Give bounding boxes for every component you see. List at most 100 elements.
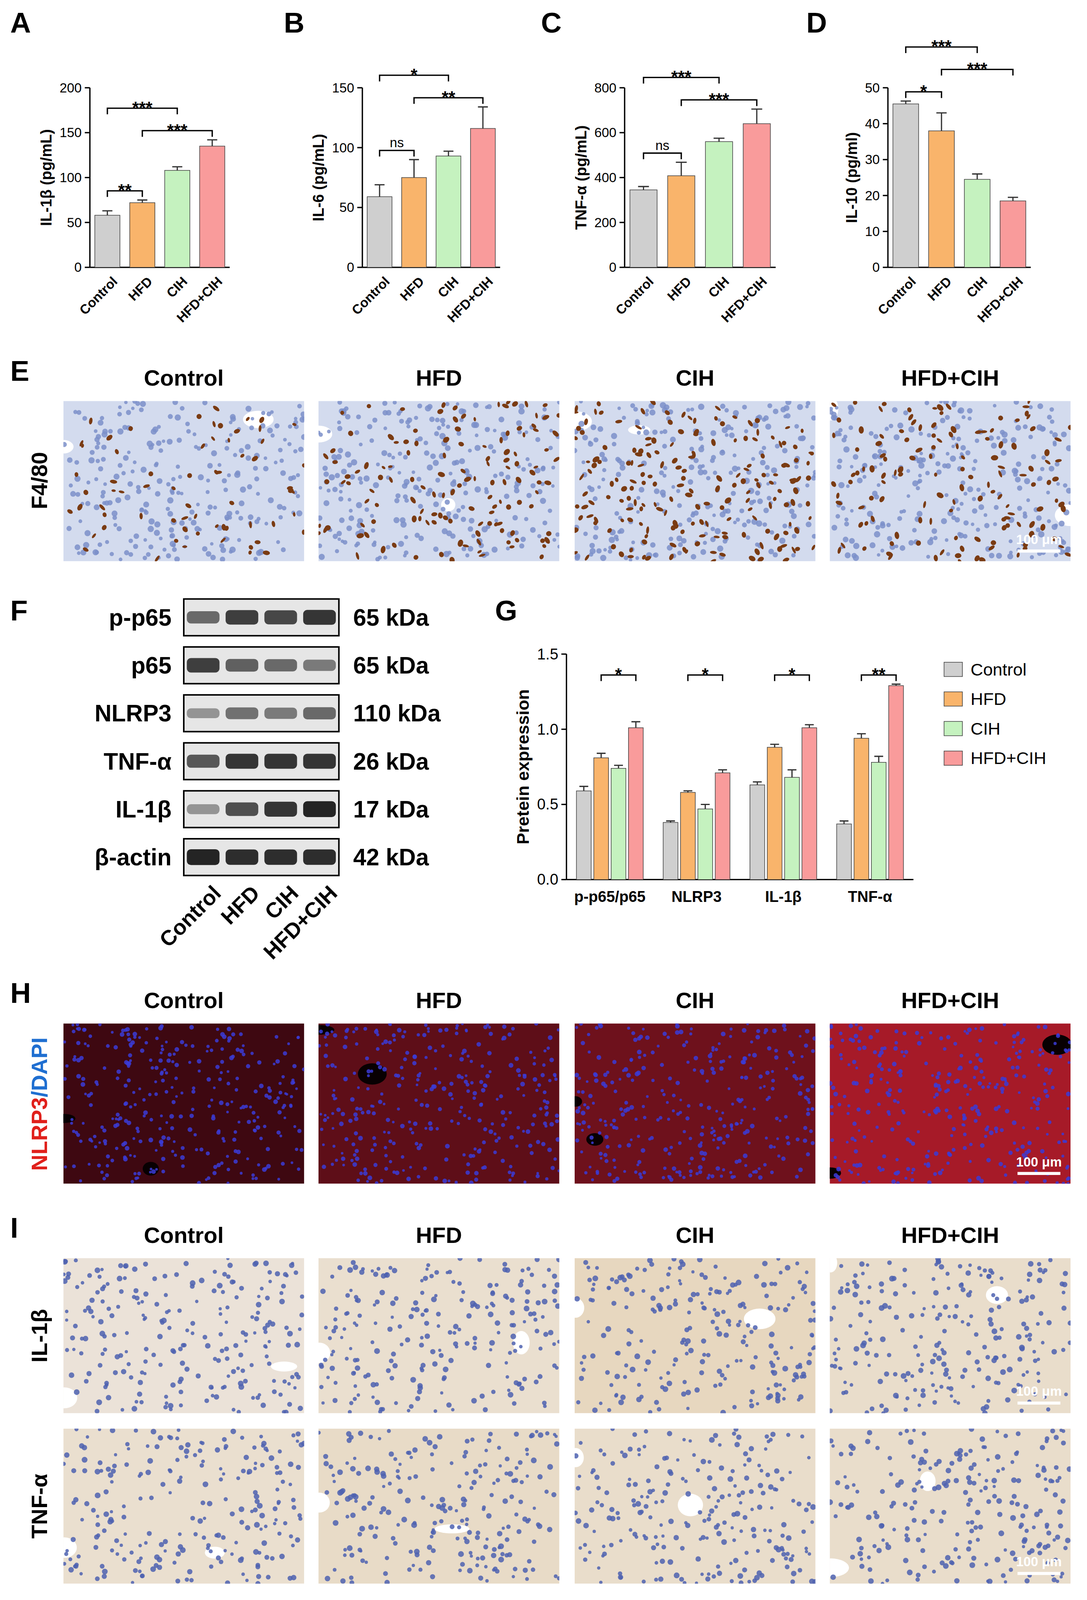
category-label: Control [348, 273, 393, 318]
y-tick [357, 87, 363, 89]
y-tick-label: 0 [346, 259, 354, 275]
nucleus [1013, 468, 1019, 474]
nucleus [659, 489, 666, 496]
positive-cell [935, 491, 945, 500]
nucleus [207, 462, 213, 469]
nucleus [318, 515, 323, 521]
nucleus [180, 1155, 185, 1161]
nucleus [295, 473, 301, 478]
positive-cell [419, 484, 427, 491]
nucleus [439, 417, 446, 424]
nucleus [1046, 414, 1052, 420]
nucleus [143, 538, 148, 542]
category-label: HFD [924, 273, 955, 304]
nucleus [299, 1148, 304, 1153]
positive-cell [756, 428, 760, 436]
positive-cell [482, 444, 488, 449]
nucleus [702, 540, 707, 545]
nucleus [1051, 523, 1058, 531]
positive-cell [154, 554, 161, 562]
nucleus [211, 1115, 216, 1121]
positive-cell [591, 455, 601, 465]
nucleus [547, 508, 553, 514]
nucleus [659, 470, 664, 476]
nucleus [789, 508, 795, 515]
positive-cell [586, 468, 594, 475]
positive-cell [574, 503, 580, 510]
legend-label: Control [970, 659, 1027, 680]
positive-cell [286, 485, 294, 491]
column-title: CIH [675, 987, 715, 1014]
blot-band [186, 804, 220, 815]
nucleus [743, 429, 748, 434]
positive-cell [447, 518, 454, 525]
nucleus [712, 513, 716, 518]
positive-cell [451, 415, 460, 424]
positive-cell [324, 524, 332, 532]
nucleus [520, 536, 526, 543]
positive-cell [354, 468, 362, 475]
nucleus [791, 552, 796, 558]
nucleus [842, 536, 849, 543]
nucleus [189, 1025, 195, 1030]
error-bar [631, 721, 641, 728]
nucleus [229, 433, 233, 437]
nucleus [295, 494, 301, 499]
nucleus [1026, 498, 1030, 502]
nucleus [191, 1107, 195, 1112]
nucleus [293, 417, 298, 421]
nucleus [779, 537, 786, 545]
positive-cell [645, 526, 650, 535]
nucleus [650, 542, 656, 548]
nucleus [97, 419, 104, 426]
positive-cell [679, 528, 686, 536]
nucleus [239, 1048, 245, 1054]
nucleus [697, 464, 703, 470]
row-label-part: /DAPI [26, 1037, 52, 1098]
positive-cell [1054, 458, 1063, 463]
positive-cell [544, 447, 550, 453]
nucleus [229, 546, 236, 553]
category-label: IL-1β [764, 888, 802, 906]
positive-cell [667, 552, 675, 561]
positive-cell [486, 493, 494, 500]
nucleus [117, 411, 123, 417]
nucleus [794, 464, 799, 469]
nucleus [805, 404, 809, 409]
positive-cell [649, 400, 658, 407]
nucleus [484, 427, 490, 433]
nucleus [491, 546, 498, 553]
nucleus [87, 1163, 91, 1166]
y-tick [357, 146, 363, 148]
positive-cell [857, 504, 866, 510]
plot-area [629, 108, 771, 268]
nucleus [528, 462, 533, 467]
nucleus [205, 550, 212, 557]
positive-cell [118, 490, 126, 494]
nucleus [172, 1052, 176, 1057]
blot-band [225, 659, 259, 672]
nucleus [417, 403, 423, 409]
nucleus [579, 400, 584, 404]
nucleus [597, 485, 601, 490]
nucleus [729, 432, 735, 439]
positive-cell [248, 550, 253, 555]
nucleus [326, 488, 331, 493]
positive-cell [442, 452, 447, 459]
nucleus [445, 402, 450, 407]
blot-band [303, 659, 336, 672]
nucleus [267, 427, 273, 434]
nucleus [118, 405, 122, 409]
blot-band [303, 707, 336, 720]
positive-cell [997, 414, 1005, 422]
nucleus [686, 517, 693, 523]
nucleus [897, 515, 903, 521]
positive-cell [515, 499, 523, 506]
nucleus [383, 426, 387, 431]
positive-cell [878, 495, 886, 504]
nucleus [413, 415, 418, 420]
nucleus [952, 400, 958, 405]
positive-cell [577, 514, 585, 522]
nucleus [835, 513, 841, 519]
nucleus [169, 1113, 175, 1119]
